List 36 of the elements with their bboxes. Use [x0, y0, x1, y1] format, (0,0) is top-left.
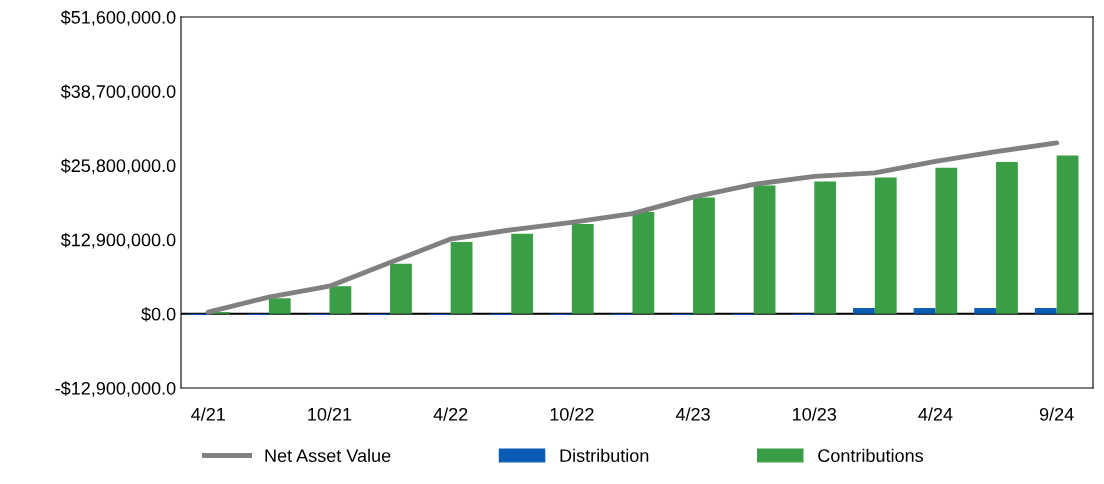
legend-label: Net Asset Value: [265, 448, 391, 463]
y-tick-label: -$12,900,000.0: [55, 381, 176, 397]
bar: [853, 308, 875, 314]
x-tick-label: 4/21: [191, 407, 225, 421]
bar: [935, 167, 958, 314]
bar: [1056, 155, 1079, 314]
x-tick-label: 4/24: [918, 407, 953, 421]
x-tick-label: 9/24: [1039, 407, 1074, 421]
line-series: [205, 140, 1060, 315]
bar: [511, 233, 534, 314]
y-tick-label: $25,800,000.0: [60, 158, 176, 175]
y-tick-label: $51,600,000.0: [60, 10, 176, 26]
bar: [1034, 308, 1057, 314]
bar: [450, 241, 473, 314]
x-tick-label: 4/22: [433, 407, 468, 421]
bar: [913, 308, 936, 314]
y-tick-label: $0.0: [141, 306, 176, 322]
x-tick-label: 10/23: [793, 407, 837, 421]
bar: [390, 263, 412, 314]
legend-label: Distribution: [560, 448, 649, 463]
bar: [571, 224, 594, 314]
bar: [268, 298, 291, 314]
legend-label: Contributions: [818, 448, 924, 463]
bar: [974, 308, 997, 314]
bar: [874, 177, 897, 314]
bar: [753, 185, 776, 314]
bar: [693, 197, 715, 314]
bar: [632, 211, 655, 314]
bar: [996, 161, 1018, 314]
x-tick-label: 4/23: [675, 407, 710, 421]
bar: [814, 181, 837, 314]
x-tick-label: 10/21: [308, 407, 352, 421]
bar: [329, 286, 352, 314]
x-tick-label: 10/22: [550, 407, 594, 421]
y-tick-label: $38,700,000.0: [60, 84, 176, 101]
y-tick-label: $12,900,000.0: [60, 232, 176, 249]
